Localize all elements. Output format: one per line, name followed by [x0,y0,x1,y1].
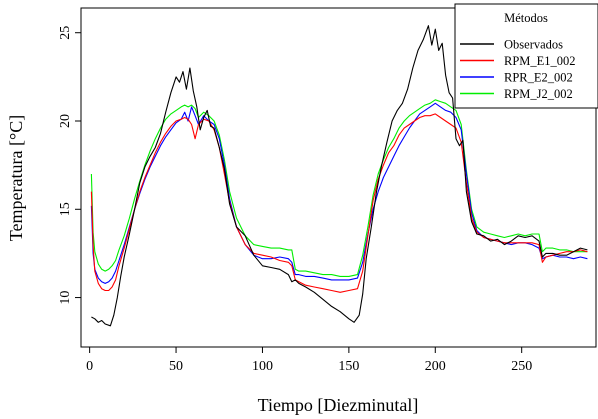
series-layer [90,25,588,327]
series-line-rpm-e1-002 [90,113,588,293]
series-line-rpm-j2-002 [90,99,588,277]
x-tick-label: 100 [252,359,273,374]
y-tick-label: 20 [58,114,73,128]
x-tick-label: 50 [169,359,183,374]
x-axis-title: Tiempo [Diezminutal] [258,395,419,415]
y-axis-title: Temperatura [°C] [6,115,26,241]
y-tick-label: 15 [58,202,73,216]
series-line-observados [91,25,588,327]
y-tick-label: 25 [58,26,73,40]
legend-items: Observados RPM_E1_002 RPR_E2_002 RPM_J2_002 [460,38,576,101]
legend: Métodos Observados RPM_E1_002 RPR_E2_002 RP… [454,3,598,109]
plot-frame [80,7,597,348]
y-axis: 10 15 20 25 [58,26,81,305]
x-tick-label: 150 [338,359,359,374]
legend-label-rpm-j2-002: RPM_J2_002 [504,87,573,101]
y-tick-label: 10 [58,291,73,305]
legend-label-rpm-e1-002: RPM_E1_002 [504,54,576,68]
legend-label-rpr-e2-002: RPR_E2_002 [504,71,573,85]
legend-box [454,3,598,109]
x-tick-label: 0 [86,359,93,374]
legend-label-observados: Observados [504,38,563,52]
x-tick-label: 200 [425,359,446,374]
legend-title: Métodos [504,11,548,25]
x-tick-label: 250 [511,359,532,374]
x-axis: 0 50 100 150 200 250 [86,347,532,374]
